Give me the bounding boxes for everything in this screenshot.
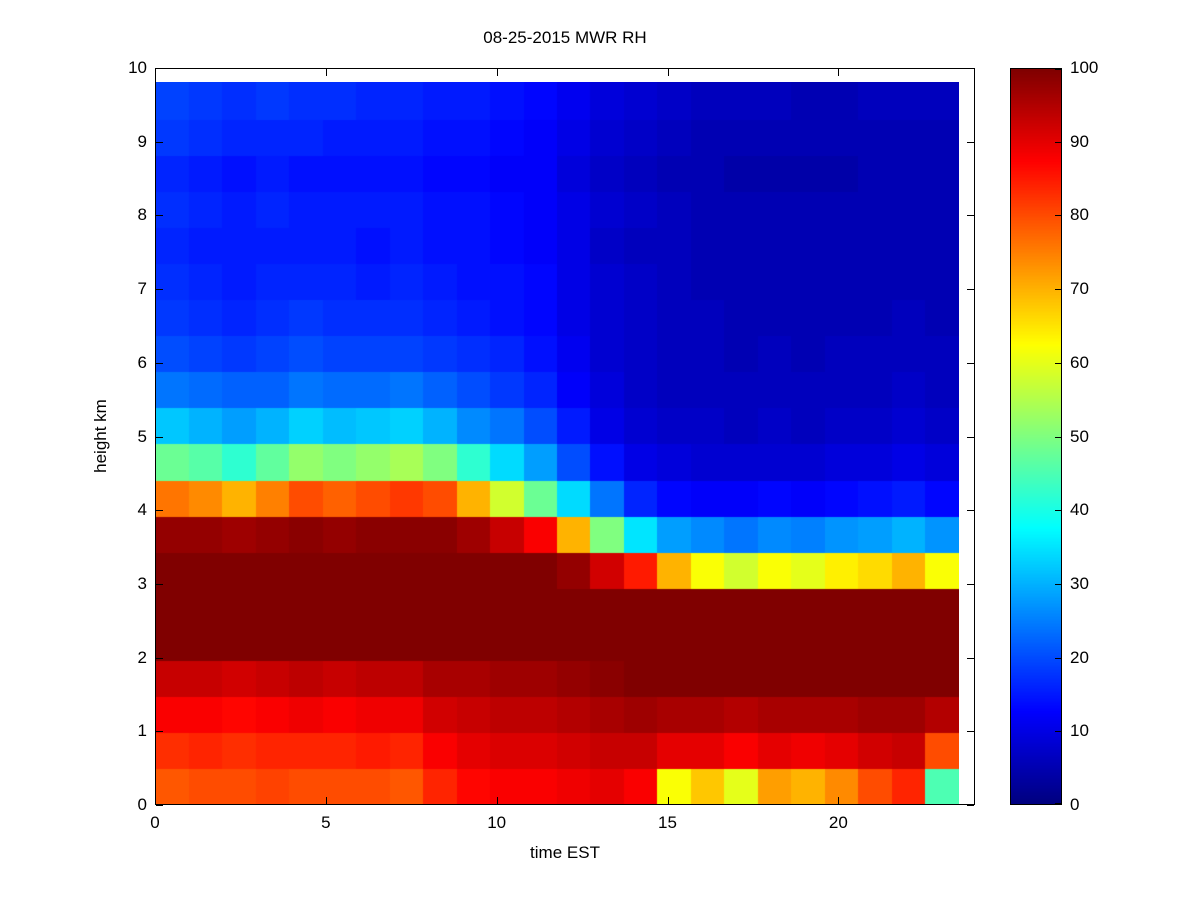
y-tick-label: 5 [137, 426, 147, 446]
y-tick-mark [156, 362, 163, 364]
colorbar-tick-mark [1055, 362, 1061, 364]
x-tick-mark-top [155, 69, 156, 76]
colorbar-tick-label: 50 [1070, 426, 1089, 446]
y-tick-mark-right [967, 362, 974, 364]
colorbar-tick-label: 40 [1070, 500, 1089, 520]
y-tick-mark [156, 215, 163, 217]
x-tick-label: 15 [658, 813, 677, 832]
y-tick-mark-right [967, 141, 974, 143]
x-tick-label: 0 [150, 813, 160, 832]
x-tick-mark [838, 797, 840, 804]
x-axis-label: time EST [530, 843, 600, 862]
colorbar-tick-label: 10 [1070, 721, 1089, 741]
y-tick-mark-right [967, 436, 974, 438]
y-tick-label: 8 [137, 205, 147, 225]
y-tick-label: 3 [137, 573, 147, 593]
colorbar [1010, 68, 1062, 805]
x-tick-label: 10 [487, 813, 507, 832]
x-tick-mark-top [838, 69, 840, 76]
y-tick-mark-right [967, 68, 974, 69]
y-tick-mark-right [967, 583, 974, 585]
y-tick-mark [156, 68, 163, 69]
y-tick-mark [156, 510, 163, 512]
chart-title: 08-25-2015 MWR RH [483, 28, 647, 47]
y-tick-label: 7 [137, 279, 147, 299]
y-tick-mark-right [967, 289, 974, 291]
x-tick-label: 20 [828, 813, 848, 832]
colorbar-tick-mark [1055, 657, 1061, 659]
y-tick-label: 4 [137, 500, 147, 520]
y-tick-mark [156, 141, 163, 143]
x-tick-mark [155, 797, 156, 804]
colorbar-tick-mark [1055, 510, 1061, 512]
y-tick-mark-right [967, 805, 974, 806]
y-tick-label: 9 [137, 131, 147, 151]
colorbar-tick-mark [1055, 289, 1061, 291]
y-tick-mark [156, 583, 163, 585]
plot-area [155, 68, 975, 805]
x-tick-mark-top [496, 69, 498, 76]
colorbar-tick-mark [1055, 141, 1061, 143]
y-tick-mark [156, 657, 163, 659]
x-tick-label: 5 [321, 813, 331, 832]
colorbar-canvas [1011, 69, 1061, 804]
colorbar-tick-mark [1055, 583, 1061, 585]
colorbar-tick-mark [1055, 69, 1061, 70]
y-tick-mark [156, 731, 163, 733]
colorbar-tick-mark [1055, 731, 1061, 733]
y-tick-label: 10 [128, 58, 147, 77]
colorbar-tick-label: 80 [1070, 205, 1089, 225]
y-tick-mark-right [967, 657, 974, 659]
y-tick-mark-right [967, 215, 974, 217]
y-tick-mark-right [967, 510, 974, 512]
colorbar-tick-label: 60 [1070, 352, 1089, 372]
heatmap-canvas [156, 82, 959, 804]
y-tick-mark [156, 289, 163, 291]
y-tick-label: 2 [137, 647, 147, 667]
colorbar-tick-label: 70 [1070, 279, 1089, 299]
x-tick-mark [325, 797, 327, 804]
y-tick-label: 1 [137, 721, 147, 741]
x-tick-mark-top [667, 69, 669, 76]
colorbar-tick-mark [1055, 215, 1061, 217]
colorbar-tick-mark [1055, 803, 1061, 804]
y-tick-mark [156, 436, 163, 438]
colorbar-tick-mark [1055, 436, 1061, 438]
colorbar-tick-label: 0 [1070, 795, 1080, 814]
colorbar-tick-label: 20 [1070, 647, 1089, 667]
y-tick-mark [156, 805, 163, 806]
y-tick-label: 0 [137, 795, 147, 814]
y-tick-label: 6 [137, 352, 147, 372]
colorbar-tick-label: 30 [1070, 573, 1089, 593]
colorbar-tick-label: 90 [1070, 131, 1089, 151]
x-tick-mark [667, 797, 669, 804]
x-tick-mark [496, 797, 498, 804]
colorbar-tick-label: 100 [1070, 58, 1099, 77]
x-tick-mark-top [325, 69, 327, 76]
y-tick-mark-right [967, 731, 974, 733]
